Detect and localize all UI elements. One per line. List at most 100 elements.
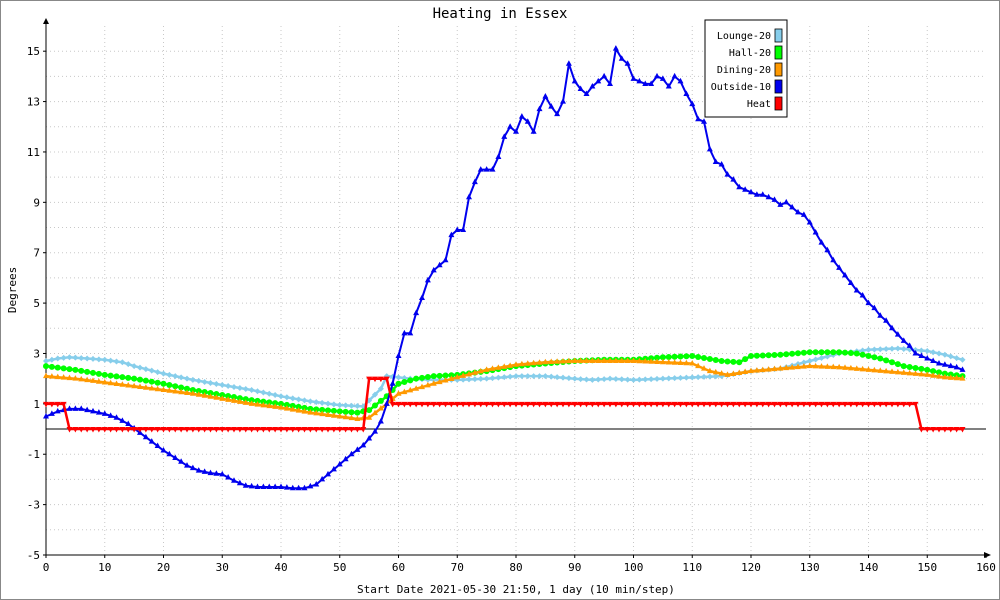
data-point — [142, 384, 149, 390]
data-point — [213, 427, 220, 433]
x-axis-label: Start Date 2021-05-30 21:50, 1 day (10 m… — [357, 583, 675, 596]
data-point — [824, 353, 831, 360]
data-point — [319, 427, 326, 433]
legend-label-heat: Heat — [747, 99, 771, 110]
data-point — [330, 427, 337, 433]
legend-label-outside-10: Outside-10 — [711, 82, 771, 93]
data-point — [612, 375, 619, 382]
data-point — [612, 401, 619, 408]
data-point — [877, 355, 884, 362]
data-point — [90, 369, 96, 376]
data-point — [448, 401, 455, 408]
data-point — [654, 401, 660, 408]
data-point — [941, 351, 948, 358]
data-point — [495, 153, 502, 159]
data-point — [665, 375, 672, 382]
data-point — [448, 375, 455, 381]
data-point — [160, 370, 167, 377]
data-point — [66, 354, 73, 361]
data-point — [342, 413, 349, 420]
x-tick-label: 130 — [800, 561, 820, 574]
data-point — [859, 401, 866, 408]
data-point — [659, 375, 666, 382]
data-point — [477, 166, 484, 172]
data-point — [137, 376, 143, 383]
data-point — [383, 400, 390, 406]
data-point — [607, 80, 613, 86]
data-point — [894, 345, 901, 352]
data-point — [941, 427, 948, 433]
data-point — [642, 80, 649, 86]
data-point — [72, 375, 79, 381]
data-point — [137, 427, 143, 433]
data-point — [883, 345, 890, 352]
data-point — [201, 378, 208, 385]
data-point — [436, 378, 443, 385]
data-point — [871, 401, 878, 408]
data-point — [671, 359, 678, 365]
data-point — [195, 427, 202, 433]
data-point — [78, 367, 85, 374]
data-point — [54, 355, 61, 362]
data-point — [889, 368, 895, 374]
data-point — [383, 376, 390, 383]
data-point — [560, 374, 566, 381]
data-point — [95, 427, 102, 433]
data-point — [742, 368, 749, 375]
data-point — [442, 401, 449, 408]
data-point — [865, 366, 872, 372]
data-point — [542, 358, 549, 365]
data-point — [160, 380, 167, 387]
data-point — [677, 77, 684, 84]
data-point — [160, 446, 167, 453]
data-point — [918, 347, 925, 354]
data-point — [924, 371, 931, 377]
data-point — [736, 369, 743, 375]
data-point — [319, 406, 326, 413]
data-point — [853, 365, 860, 371]
data-point — [154, 369, 161, 376]
data-point — [307, 405, 314, 412]
data-point — [377, 404, 384, 411]
data-point — [601, 401, 608, 408]
data-point — [947, 374, 954, 380]
data-point — [836, 349, 843, 356]
data-point — [524, 401, 531, 408]
data-point — [718, 370, 725, 376]
data-point — [289, 406, 296, 412]
data-point — [301, 427, 308, 433]
data-point — [319, 399, 326, 406]
y-tick-label: 9 — [33, 196, 40, 209]
data-point — [859, 351, 866, 358]
data-point — [789, 364, 796, 370]
data-point — [583, 90, 590, 97]
data-point — [595, 357, 602, 364]
data-point — [671, 353, 678, 360]
data-point — [812, 349, 819, 356]
data-point — [847, 279, 854, 285]
data-point — [648, 401, 655, 408]
data-point — [213, 380, 220, 387]
data-point — [830, 401, 837, 408]
data-point — [953, 374, 960, 381]
data-point — [195, 391, 202, 397]
data-point — [272, 392, 279, 399]
data-point — [859, 365, 866, 372]
data-point — [642, 401, 649, 408]
data-point — [454, 226, 461, 233]
data-point — [712, 158, 719, 165]
data-point — [178, 388, 185, 395]
data-point — [272, 483, 279, 489]
data-point — [677, 401, 684, 408]
data-point — [95, 370, 102, 377]
data-point — [677, 359, 684, 366]
legend-label-hall-20: Hall-20 — [729, 48, 771, 59]
data-point — [348, 427, 355, 433]
data-point — [671, 401, 678, 408]
data-point — [184, 385, 190, 392]
data-point — [366, 376, 373, 383]
data-point — [724, 371, 731, 377]
data-point — [630, 357, 637, 364]
data-point — [513, 128, 519, 134]
data-point — [336, 427, 343, 433]
